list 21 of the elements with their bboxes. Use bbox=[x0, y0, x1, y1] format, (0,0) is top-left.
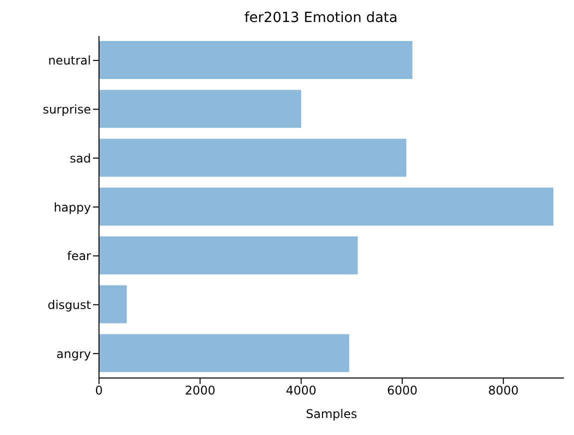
bar bbox=[99, 188, 554, 226]
chart-title: fer2013 Emotion data bbox=[243, 9, 399, 28]
y-tick-label: happy bbox=[54, 200, 91, 214]
x-tick-label: 0 bbox=[95, 384, 103, 398]
x-axis-title: Samples bbox=[306, 407, 358, 421]
bar bbox=[99, 138, 406, 177]
x-tick-label: 6000 bbox=[386, 384, 418, 398]
bar bbox=[99, 334, 350, 372]
x-tick-label: 8000 bbox=[488, 384, 519, 398]
y-tick-label: surprise bbox=[42, 102, 91, 117]
bar bbox=[99, 90, 302, 128]
y-tick-label: fear bbox=[67, 249, 92, 264]
y-tick-label: neutral bbox=[48, 54, 91, 68]
y-tick-label: disgust bbox=[48, 298, 92, 312]
y-tick-label: angry bbox=[56, 346, 91, 361]
bar bbox=[99, 236, 358, 274]
x-tick-label: 2000 bbox=[184, 384, 216, 398]
x-tick-label: 4000 bbox=[286, 384, 316, 398]
bar bbox=[99, 285, 127, 324]
y-tick-label: sad bbox=[70, 151, 91, 166]
bar bbox=[99, 41, 412, 79]
